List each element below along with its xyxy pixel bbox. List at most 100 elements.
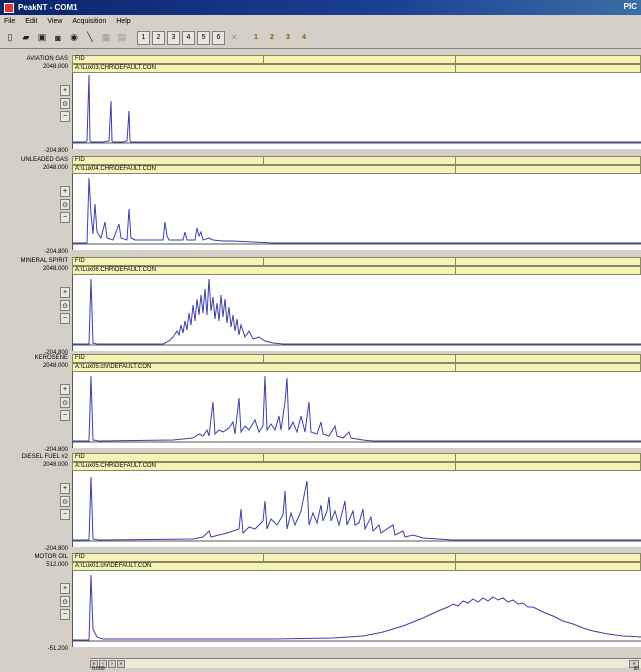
plot-area[interactable] [72, 73, 641, 149]
zoom-in-icon[interactable]: + [60, 85, 70, 96]
file-label: A:\Lux03.CHR\DEFAULT.CON [75, 65, 156, 71]
app-icon [4, 2, 14, 13]
zoom-out-icon[interactable]: − [60, 609, 70, 620]
plot-area[interactable] [72, 275, 641, 351]
scroll-last-icon[interactable]: » [117, 660, 125, 668]
overlay-button-3[interactable]: 3 [286, 34, 290, 41]
detector-strip: FID [72, 553, 641, 562]
detector-strip: FID [72, 453, 641, 462]
zoom-controls: + ⊙ − [60, 384, 70, 423]
channel-button-2[interactable]: 2 [152, 30, 165, 45]
trace-svg [73, 476, 641, 542]
zoom-in-icon[interactable]: + [60, 384, 70, 395]
overlay-button-2[interactable]: 2 [270, 34, 274, 41]
scroll-right-icon[interactable]: › [108, 660, 116, 668]
channel-button-4[interactable]: 4 [182, 30, 195, 45]
zoom-out-icon[interactable]: − [60, 111, 70, 122]
zoom-in-icon[interactable]: + [60, 583, 70, 594]
horizontal-scrollbar[interactable]: « ‹ › » » [90, 658, 641, 668]
scroll-left-icon[interactable]: ‹ [99, 660, 107, 668]
chromatogram-trace [73, 375, 641, 442]
detector-label: FID [75, 355, 85, 361]
draw-line-icon[interactable]: ╲ [87, 32, 93, 42]
detector-strip: FID [72, 156, 641, 165]
chromatogram-panel-mineral-spirit: MINERAL SPIRIT 2048.000 FID A:\Lux06.CHR… [0, 257, 641, 357]
panel-label: UNLEADED GAS [20, 157, 68, 163]
plot-area[interactable] [72, 174, 641, 250]
y-max-label: 2048.000 [42, 363, 68, 369]
plot-area[interactable] [72, 372, 641, 448]
menu-edit[interactable]: Edit [25, 17, 38, 25]
detector-label: FID [75, 454, 85, 460]
zoom-controls: + ⊙ − [60, 483, 70, 522]
x-end-label: 30 [633, 666, 639, 672]
file-label: A:\Lux01.chr\DEFAULT.CON [75, 563, 152, 569]
scroll-buttons: « ‹ › » [90, 660, 125, 668]
plot-area[interactable] [72, 571, 641, 647]
channel-button-1[interactable]: 1 [137, 30, 150, 45]
file-strip: A:\Lux06.CHR\DEFAULT.CON [72, 266, 641, 275]
trace-svg [73, 574, 641, 642]
file-strip: A:\Lux05.CHR\DEFAULT.CON [72, 462, 641, 471]
zoom-out-icon[interactable]: − [60, 212, 70, 223]
y-max-label: 512.000 [46, 562, 68, 568]
trace-svg [73, 278, 641, 346]
new-file-icon[interactable]: ▯ [7, 32, 13, 42]
y-min-label: -204.800 [44, 148, 68, 154]
file-strip: A:\Lux03.CHR\DEFAULT.CON [72, 64, 641, 73]
scroll-first-icon[interactable]: « [90, 660, 98, 668]
menu-bar: File Edit View Acquisition Help [0, 15, 641, 27]
list-icon[interactable]: ▤ [117, 32, 127, 42]
zoom-out-icon[interactable]: − [60, 509, 70, 520]
plot-area[interactable] [72, 471, 641, 547]
channel-button-6[interactable]: 6 [212, 30, 225, 45]
zoom-reset-icon[interactable]: ⊙ [60, 496, 70, 507]
panel-label: KEROSENE [34, 355, 68, 361]
zoom-out-icon[interactable]: − [60, 313, 70, 324]
y-min-label: -51.200 [47, 646, 68, 652]
trace-svg [73, 375, 641, 443]
chromatogram-panel-kerosene: KEROSENE 2048.000 FID A:\Lux05.chr\DEFAU… [0, 354, 641, 454]
menu-file[interactable]: File [4, 17, 16, 25]
channel-button-5[interactable]: 5 [197, 30, 210, 45]
menu-help[interactable]: Help [116, 17, 131, 25]
zoom-controls: + ⊙ − [60, 85, 70, 124]
zoom-reset-icon[interactable]: ⊙ [60, 98, 70, 109]
print-icon[interactable]: ◉ [70, 32, 78, 42]
menu-acquisition[interactable]: Acquisition [72, 17, 107, 25]
zoom-reset-icon[interactable]: ⊙ [60, 199, 70, 210]
zoom-controls: + ⊙ − [60, 583, 70, 622]
overlay-button-1[interactable]: 1 [254, 34, 258, 41]
zoom-reset-icon[interactable]: ⊙ [60, 300, 70, 311]
scroll-end-icon[interactable]: » [629, 660, 639, 668]
zoom-in-icon[interactable]: + [60, 483, 70, 494]
zoom-out-icon[interactable]: − [60, 410, 70, 421]
zoom-reset-icon[interactable]: ⊙ [60, 397, 70, 408]
zoom-in-icon[interactable]: + [60, 186, 70, 197]
save-as-icon[interactable]: ◙ [55, 32, 61, 43]
chromatogram-trace [73, 74, 641, 143]
zoom-in-icon[interactable]: + [60, 287, 70, 298]
file-label: A:\Lux05.CHR\DEFAULT.CON [75, 463, 156, 469]
channel-button-3[interactable]: 3 [167, 30, 180, 45]
menu-view[interactable]: View [47, 17, 63, 25]
save-icon[interactable]: ▣ [37, 32, 47, 42]
zoom-reset-icon[interactable]: ⊙ [60, 596, 70, 607]
y-max-label: 2048.000 [42, 462, 68, 468]
file-label: A:\Lux05.chr\DEFAULT.CON [75, 364, 152, 370]
file-label: A:\Lux06.CHR\DEFAULT.CON [75, 267, 156, 273]
grid-icon[interactable]: ▦ [101, 32, 111, 42]
chromatogram-panel-aviation-gas: AVIATION GAS 2048.000 FID A:\Lux03.CHR\D… [0, 55, 641, 155]
panel-label: AVIATION GAS [26, 56, 68, 62]
y-min-label: -204.800 [44, 249, 68, 255]
detector-strip: FID [72, 257, 641, 266]
close-x-icon[interactable]: ✕ [230, 32, 238, 42]
window-title: PeakNT - COM1 [18, 3, 78, 12]
trace-svg [73, 74, 641, 144]
detector-strip: FID [72, 354, 641, 363]
toolbar: ▯ ▰ ▣ ◙ ◉ ╲ ▦ ▤ 1 2 3 4 5 6 ✕ 1 2 3 4 [0, 27, 641, 49]
y-min-label: -204.800 [44, 350, 68, 356]
overlay-button-4[interactable]: 4 [302, 34, 306, 41]
chromatogram-panel-diesel-fuel: DIESEL FUEL #2 2048.000 FID A:\Lux05.CHR… [0, 453, 641, 553]
open-folder-icon[interactable]: ▰ [22, 32, 30, 42]
